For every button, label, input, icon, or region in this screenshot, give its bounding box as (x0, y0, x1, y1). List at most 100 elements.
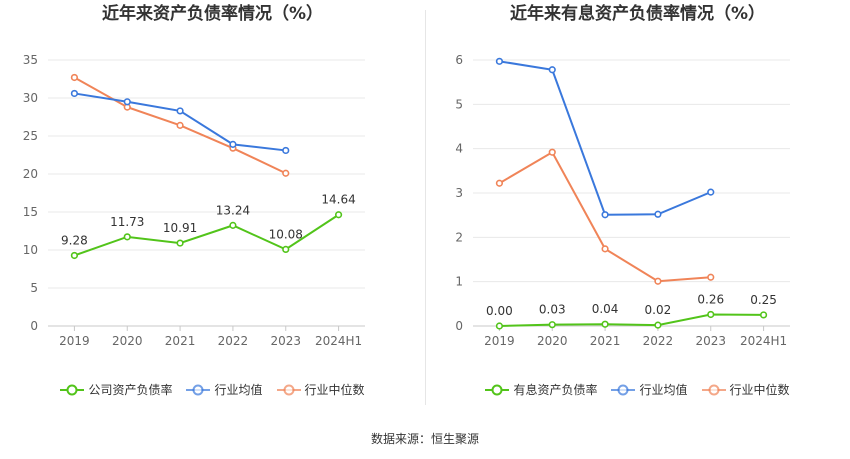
data-label: 0.03 (539, 303, 566, 317)
data-label: 0.26 (697, 292, 724, 306)
asset-liability-ratio-chart: 0 5 10 15 20 25 30 35 2019 2020 2021 2022 2023 2024H1… (23, 53, 365, 348)
data-point[interactable] (176, 239, 184, 247)
x-tick-label: 2019 (59, 334, 90, 348)
data-point[interactable] (707, 188, 715, 196)
legend-item[interactable]: 行业均值 (611, 381, 688, 398)
legend-line-marker-icon (60, 384, 85, 395)
data-point[interactable] (123, 233, 131, 241)
data-point[interactable] (654, 321, 662, 329)
data-point[interactable] (654, 210, 662, 218)
data-point[interactable] (707, 273, 715, 281)
left-chart-panel: 近年来资产负债率情况（%） 0 5 10 15 20 25 30 35 2019 2020 2021… (0, 0, 425, 410)
data-point[interactable] (70, 73, 79, 82)
legend-label: 有息资产负债率 (513, 383, 598, 397)
y-tick-label: 1 (455, 275, 463, 289)
legend-label: 行业中位数 (729, 383, 790, 397)
data-label: 0.02 (645, 303, 672, 317)
y-tick-label: 15 (23, 205, 38, 219)
x-tick-label: 2020 (112, 334, 143, 348)
data-source-note: 数据来源：恒生聚源 (370, 432, 479, 446)
data-point[interactable] (176, 121, 184, 129)
y-tick-label: 2 (455, 230, 463, 244)
data-point[interactable] (601, 320, 609, 328)
data-point[interactable] (282, 245, 290, 253)
legend-label: 行业均值 (214, 383, 263, 397)
legend-item[interactable]: 行业均值 (186, 381, 263, 398)
legend-label: 行业均值 (639, 383, 688, 397)
data-point[interactable] (123, 98, 131, 106)
data-label: 13.24 (216, 203, 250, 217)
panel-divider (425, 10, 426, 405)
x-tick-label: 2024H1 (740, 334, 787, 348)
legend-line-marker-icon (701, 384, 726, 395)
legend-item[interactable]: 行业中位数 (701, 381, 790, 398)
data-label: 0.25 (750, 293, 777, 307)
legend-label: 行业中位数 (304, 383, 365, 397)
series-line (74, 213, 340, 257)
data-label: 10.91 (163, 221, 197, 235)
interest-bearing-liability-ratio-chart: 0 1 2 3 4 5 6 2019 2020 2021 2022 2023 2024H1 0.00 0.0… (455, 53, 790, 348)
y-tick-label: 30 (23, 91, 38, 105)
data-point[interactable] (601, 211, 609, 219)
chart-legend: 有息资产负债率 行业均值 行业中位数 (425, 381, 850, 398)
x-tick-label: 2022 (643, 334, 674, 348)
data-point[interactable] (282, 169, 290, 177)
x-tick-label: 2024H1 (315, 334, 362, 348)
y-tick-label: 35 (23, 53, 38, 67)
data-point[interactable] (601, 245, 609, 253)
data-point[interactable] (495, 322, 504, 330)
data-label: 9.28 (61, 233, 88, 247)
data-label: 0.00 (486, 304, 513, 318)
y-tick-label: 25 (23, 129, 38, 143)
chart-legend: 公司资产负债率 行业均值 行业中位数 (0, 381, 425, 398)
data-point[interactable] (70, 251, 79, 260)
x-tick-label: 2020 (537, 334, 568, 348)
data-label: 14.64 (321, 193, 355, 207)
data-point[interactable] (282, 146, 290, 155)
data-point[interactable] (654, 277, 662, 285)
legend-line-marker-icon (611, 384, 636, 395)
series-line (499, 313, 764, 327)
x-tick-label: 2021 (590, 334, 621, 348)
y-tick-label: 3 (455, 186, 463, 200)
y-tick-label: 0 (455, 319, 463, 333)
y-tick-label: 4 (455, 142, 463, 156)
y-tick-label: 6 (455, 53, 463, 67)
x-tick-label: 2019 (484, 334, 515, 348)
data-point[interactable] (495, 57, 504, 65)
data-label: 10.08 (269, 227, 303, 241)
chart-title: 近年来有息资产负债率情况（%） (509, 4, 766, 24)
data-point[interactable] (707, 310, 715, 319)
y-tick-label: 10 (23, 243, 38, 257)
legend-label: 公司资产负债率 (88, 383, 173, 397)
legend-line-marker-icon (186, 384, 211, 395)
data-label: 0.04 (592, 302, 619, 316)
legend-item[interactable]: 行业中位数 (276, 381, 365, 398)
data-point[interactable] (229, 140, 237, 148)
y-tick-label: 5 (455, 97, 463, 111)
y-tick-label: 20 (23, 167, 38, 181)
data-point[interactable] (759, 311, 768, 319)
data-label: 11.73 (110, 215, 144, 229)
legend-item[interactable]: 公司资产负债率 (60, 381, 172, 398)
legend-item[interactable]: 有息资产负债率 (485, 381, 597, 398)
legend-line-marker-icon (485, 384, 510, 395)
legend-line-marker-icon (276, 384, 301, 395)
data-point[interactable] (548, 148, 556, 156)
data-point[interactable] (70, 89, 79, 98)
data-point[interactable] (334, 211, 343, 219)
data-point[interactable] (548, 321, 556, 329)
y-tick-label: 0 (30, 319, 38, 333)
data-point[interactable] (495, 179, 504, 187)
data-point[interactable] (176, 107, 184, 115)
right-chart-panel: 近年来有息资产负债率情况（%） 0 1 2 3 4 5 6 2019 2020 2021 2022 2… (425, 0, 850, 410)
chart-title: 近年来资产负债率情况（%） (101, 4, 324, 24)
x-tick-label: 2021 (165, 334, 196, 348)
data-point[interactable] (548, 66, 556, 74)
x-tick-label: 2022 (218, 334, 249, 348)
data-point[interactable] (229, 221, 237, 229)
y-tick-label: 5 (30, 281, 38, 295)
series-line (499, 60, 712, 216)
x-tick-label: 2023 (270, 334, 301, 348)
x-tick-label: 2023 (695, 334, 726, 348)
